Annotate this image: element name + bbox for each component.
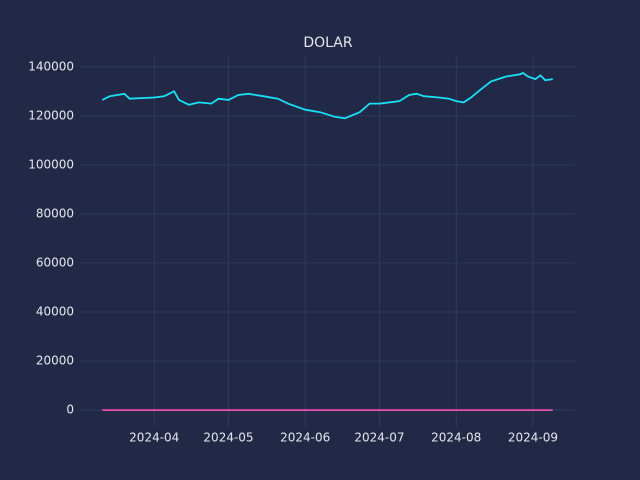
data-line	[101, 71, 553, 120]
y-tick-label: 60000	[36, 255, 74, 269]
x-tick-label: 2024-08	[431, 431, 481, 445]
x-tick-label: 2024-06	[280, 431, 330, 445]
y-tick-label: 0	[66, 403, 74, 417]
x-tick-label: 2024-07	[354, 431, 404, 445]
y-tick-label: 80000	[36, 206, 74, 220]
y-tick-label: 20000	[36, 354, 74, 368]
chart-title: DOLAR	[303, 35, 352, 51]
y-tick-label: 100000	[28, 157, 74, 171]
y-tick-label: 140000	[28, 59, 74, 73]
x-tick-label: 2024-04	[129, 431, 179, 445]
x-tick-label: 2024-09	[508, 431, 558, 445]
y-tick-label: 40000	[36, 305, 74, 319]
y-tick-label: 120000	[28, 108, 74, 122]
x-tick-label: 2024-05	[203, 431, 253, 445]
